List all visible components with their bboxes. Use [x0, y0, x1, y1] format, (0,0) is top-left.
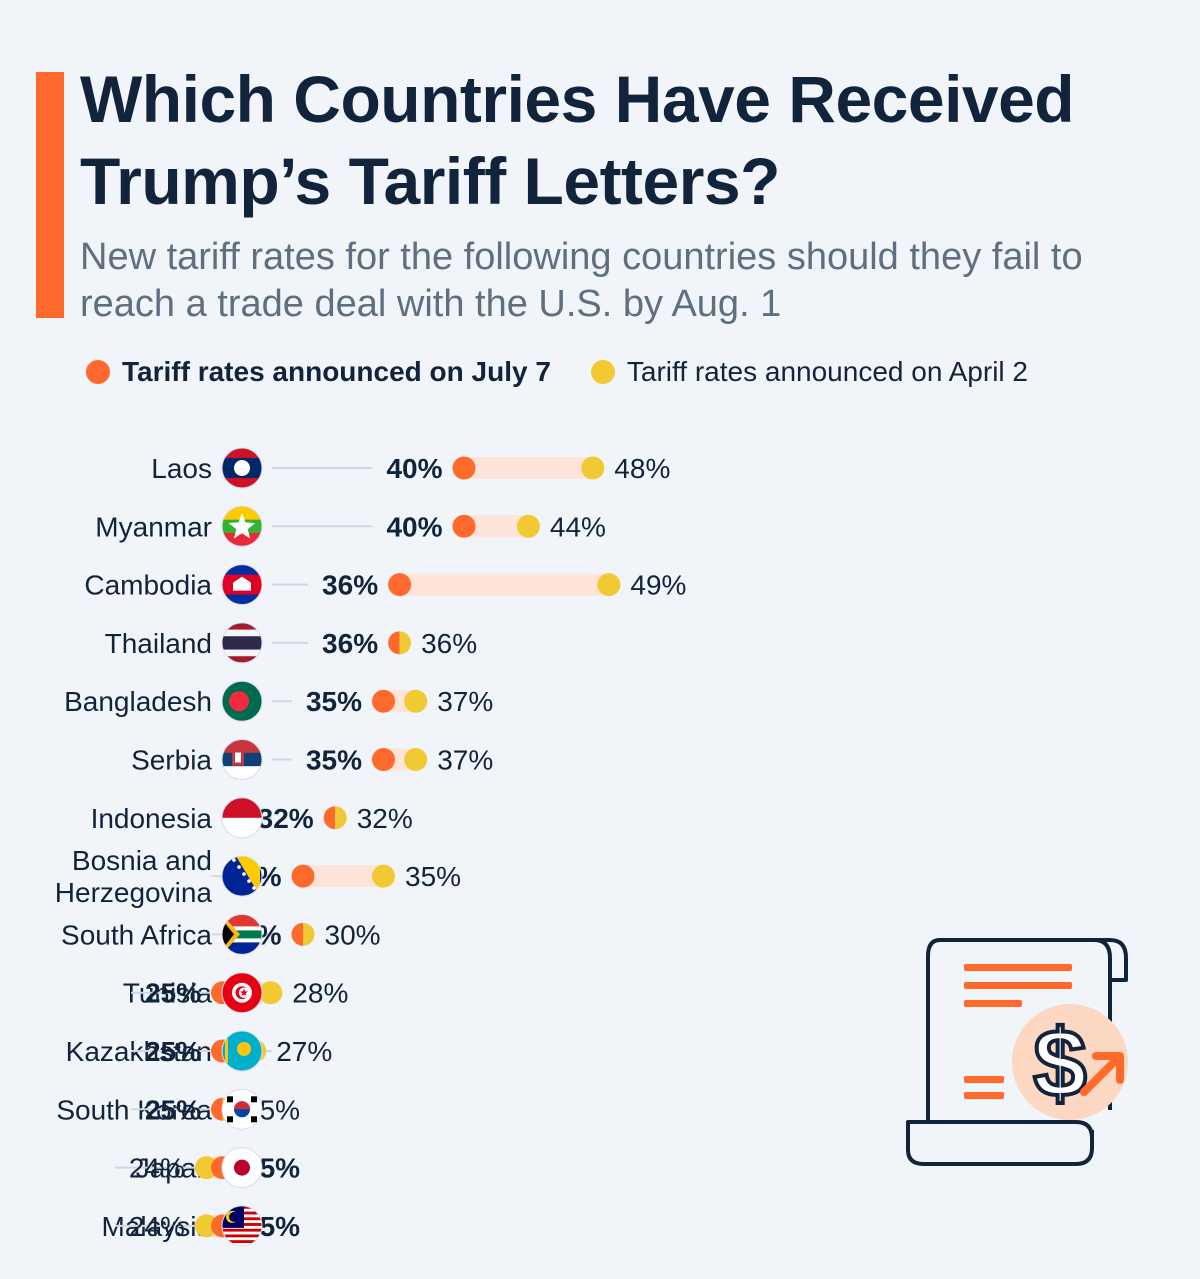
- july-value-label: 36%: [322, 628, 378, 659]
- country-label: Serbia: [131, 745, 212, 776]
- april-dot: [259, 981, 283, 1005]
- japan-flag-icon: [221, 1147, 263, 1189]
- country-label: Bangladesh: [64, 686, 212, 717]
- april-value-label: 44%: [550, 511, 606, 542]
- chart-row: Cambodia 36% 49%: [84, 570, 686, 601]
- april-value-label: 37%: [437, 686, 493, 717]
- myanmar-flag-icon: [221, 505, 263, 547]
- july-dot: [291, 864, 315, 888]
- april-dot: [335, 806, 347, 830]
- july-dot: [291, 922, 303, 946]
- april-dot: [194, 1156, 218, 1180]
- april-value-label: 24%: [129, 1153, 185, 1184]
- chart-row: Indonesia 32% 32%: [91, 803, 413, 834]
- title-accent-bar: [36, 72, 64, 318]
- country-label: Bosnia and Herzegovina: [55, 845, 213, 908]
- tunisia-flag-icon: [221, 972, 263, 1014]
- chart-row: Myanmar 40% 44%: [95, 511, 606, 542]
- serbia-flag-icon: [221, 739, 263, 780]
- july-value-label: 40%: [386, 453, 442, 484]
- legend-item-july: Tariff rates announced on July 7: [86, 356, 551, 388]
- july-dot: [372, 689, 395, 713]
- country-label: Laos: [151, 453, 212, 484]
- july-dot: [452, 514, 476, 538]
- july-dot: [211, 1097, 223, 1121]
- april-value-label: 36%: [421, 628, 477, 659]
- cambodia-flag-icon: [221, 564, 263, 606]
- chart-title: Which Countries Have Received Trump’s Ta…: [80, 62, 1075, 218]
- april-value-label: 37%: [437, 745, 493, 776]
- april-value-label: 35%: [405, 861, 461, 892]
- chart-row: Laos 40% 48%: [151, 453, 670, 484]
- april-dot: [516, 514, 540, 538]
- legend-item-april: Tariff rates announced on April 2: [590, 356, 1028, 388]
- thailand-flag-icon: [221, 622, 263, 664]
- kazakhstan-flag-icon: [221, 1030, 263, 1072]
- april-value-label: 28%: [292, 978, 348, 1009]
- country-label: Myanmar: [95, 511, 212, 542]
- april-value-label: 48%: [614, 453, 670, 484]
- country-label: South Africa: [61, 919, 212, 950]
- july-value-label: 35%: [306, 745, 362, 776]
- laos-flag-icon: [221, 447, 263, 489]
- legend-label-april: Tariff rates announced on April 2: [626, 356, 1028, 387]
- april-value-label: 32%: [357, 803, 413, 834]
- range-bar: [464, 515, 529, 538]
- country-label: Thailand: [105, 628, 212, 659]
- april-dot: [581, 456, 605, 480]
- april-value-label: 27%: [276, 1036, 332, 1067]
- july-value-label: 36%: [322, 570, 378, 601]
- july-value-label: 25%: [145, 978, 201, 1009]
- april-dot: [194, 1214, 218, 1238]
- chart-row: Serbia 35% 37%: [131, 745, 493, 776]
- july-dot: [372, 748, 395, 771]
- southkorea-flag-icon: [221, 1088, 263, 1130]
- bangladesh-flag-icon: [221, 680, 263, 722]
- july-dot: [388, 631, 400, 655]
- svg-text:$: $: [1033, 1010, 1086, 1117]
- bosnia-flag-icon: [221, 855, 263, 897]
- april-value-label: 30%: [325, 919, 381, 950]
- indonesia-flag-icon: [221, 797, 263, 839]
- july-value-label: 32%: [258, 803, 314, 834]
- chart-row: Bangladesh 35% 37%: [64, 686, 493, 717]
- july-value-label: 25%: [145, 1036, 201, 1067]
- chart-row: Japan 25%24%: [114, 1153, 300, 1184]
- july-dot: [323, 806, 336, 830]
- range-bar: [464, 457, 593, 479]
- april-dot: [404, 689, 428, 713]
- july-dot: [452, 456, 476, 480]
- country-label: Indonesia: [91, 803, 213, 834]
- april-value-label: 49%: [630, 570, 686, 601]
- july-dot: [388, 573, 412, 597]
- legend: Tariff rates announced on July 7 Tariff …: [86, 352, 1068, 392]
- southafrica-flag-icon: [221, 913, 263, 955]
- april-value-label: 24%: [129, 1211, 185, 1242]
- legend-label-july: Tariff rates announced on July 7: [122, 356, 551, 387]
- july-value-label: 25%: [145, 1094, 201, 1125]
- april-dot: [597, 573, 621, 597]
- july-value-label: 35%: [306, 686, 362, 717]
- range-bar: [399, 573, 609, 596]
- april-dot: [372, 864, 395, 888]
- legend-dot-july: [86, 360, 110, 384]
- malaysia-flag-icon: [221, 1205, 263, 1247]
- chart-subtitle: New tariff rates for the following count…: [80, 236, 1083, 325]
- legend-dot-april: [590, 360, 615, 384]
- country-label: Cambodia: [84, 570, 212, 601]
- tariff-document-dollar-icon: $: [906, 938, 1128, 1166]
- april-dot: [399, 631, 412, 655]
- april-dot: [303, 922, 315, 946]
- july-value-label: 40%: [386, 511, 442, 542]
- range-bar: [303, 865, 384, 888]
- april-dot: [404, 748, 428, 771]
- chart-row: Thailand 36% 36%: [105, 628, 478, 659]
- chart-row: Malaysia 25%24%: [102, 1211, 301, 1242]
